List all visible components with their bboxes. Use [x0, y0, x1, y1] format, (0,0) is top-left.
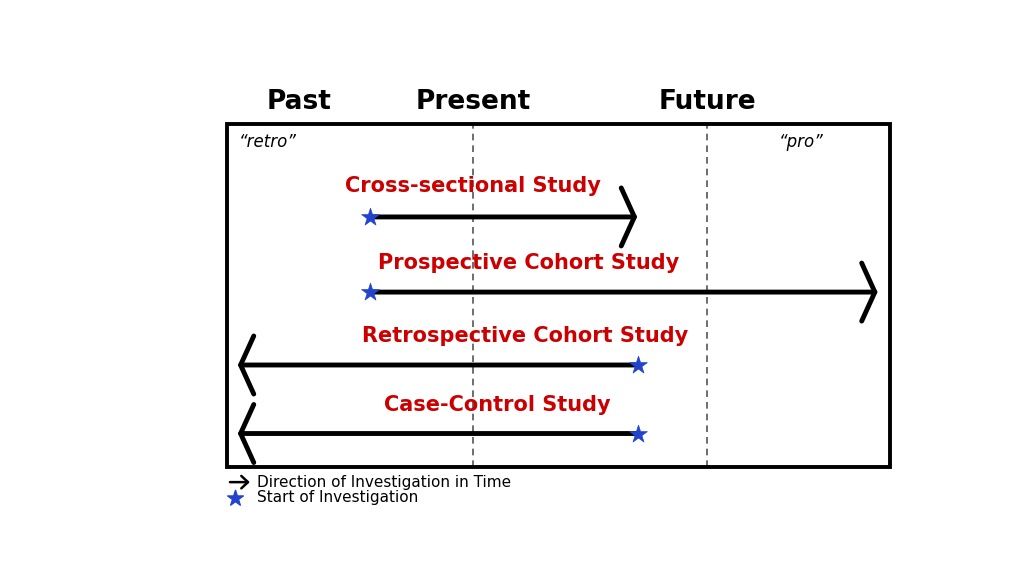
Point	[361, 288, 378, 297]
Point	[227, 493, 244, 502]
Text: Present: Present	[416, 89, 530, 115]
Text: Direction of Investigation in Time: Direction of Investigation in Time	[257, 475, 511, 490]
Text: Start of Investigation: Start of Investigation	[257, 490, 419, 505]
Text: Cross-sectional Study: Cross-sectional Study	[345, 176, 601, 196]
Text: Prospective Cohort Study: Prospective Cohort Study	[378, 253, 679, 273]
Text: Future: Future	[658, 89, 756, 115]
Text: Retrospective Cohort Study: Retrospective Cohort Study	[361, 326, 688, 346]
Text: “pro”: “pro”	[778, 133, 823, 151]
Point	[630, 429, 646, 438]
Text: “retro”: “retro”	[240, 133, 297, 151]
Point	[361, 212, 378, 222]
Point	[630, 360, 646, 370]
Text: Past: Past	[266, 89, 331, 115]
Text: Case-Control Study: Case-Control Study	[384, 395, 610, 415]
